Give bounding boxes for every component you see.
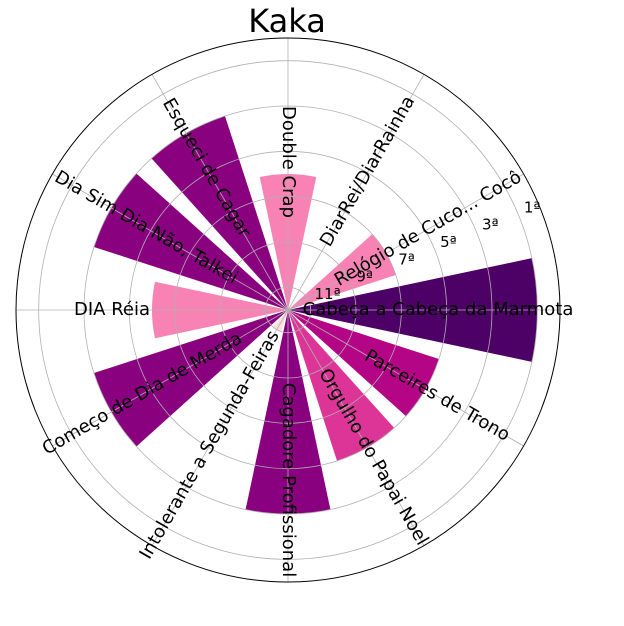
radial-tick-label: 3ª (482, 216, 499, 234)
bar-6 (93, 173, 289, 310)
grid-spoke (52, 173, 289, 311)
category-label: Cagadore Profissional (278, 383, 299, 577)
bar-11 (288, 310, 395, 461)
radial-tick-label: 9ª (356, 268, 373, 286)
bar-12 (288, 310, 439, 417)
radial-tick-label: 5ª (440, 233, 457, 251)
grid-spoke (287, 309, 524, 447)
category-label: Cabeça a Cabeça da Marmota (303, 299, 574, 320)
chart-title: Kaka (248, 2, 326, 40)
category-label: DiarRei/DiarRainha (316, 92, 419, 250)
radial-tick-label: 11ª (314, 285, 340, 303)
grid-spoke (287, 74, 425, 311)
category-label: Double Crap (278, 106, 299, 218)
bar-5 (151, 115, 288, 311)
bar-2 (288, 234, 396, 310)
grid-layer (15, 37, 561, 583)
grid-spoke (52, 309, 289, 447)
grid-spoke (151, 309, 289, 546)
radial-tick-label: 7ª (398, 250, 415, 268)
bar-9 (272, 310, 288, 332)
outer-frame (15, 37, 561, 583)
category-label: DIA Réia (74, 299, 150, 320)
radial-tick-label: 1ª (524, 198, 541, 216)
radial-ticks: 1ª 3ª 5ª 7ª 9ª 11ª (314, 198, 540, 303)
grid-spoke (287, 309, 425, 546)
bar-8 (93, 310, 289, 447)
grid-spoke (151, 74, 289, 311)
grid-spoke (287, 173, 524, 311)
